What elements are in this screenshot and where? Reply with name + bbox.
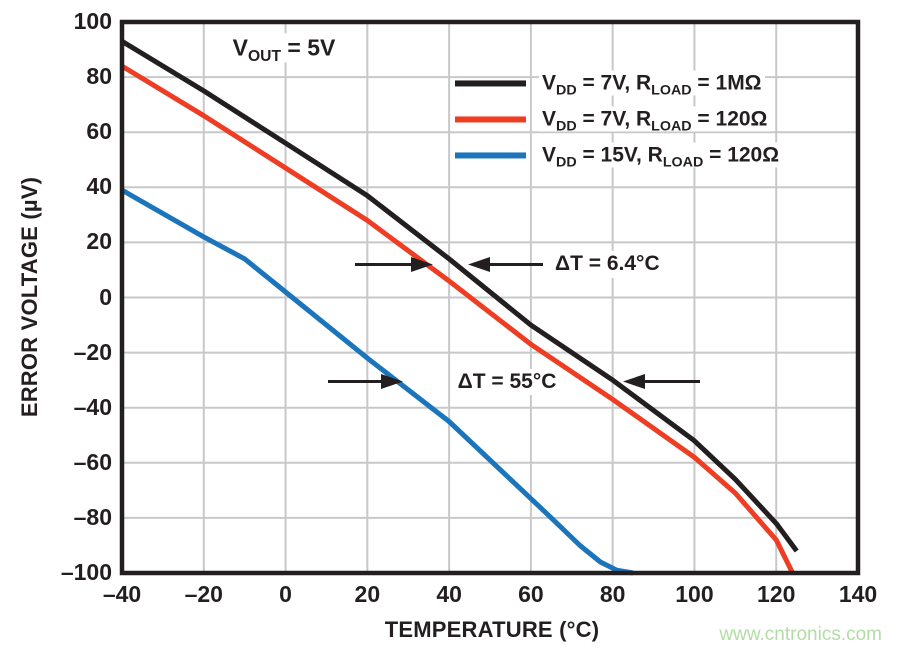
legend-swatch-vdd-7v-rload-1mohm: [455, 80, 526, 86]
y-axis-title: ERROR VOLTAGE (µV): [17, 176, 42, 418]
legend-label-vdd-15v-rload-120ohm: VDD = 15V, RLOAD = 120Ω: [539, 142, 783, 170]
annotation-arrowhead: [381, 374, 403, 390]
y-tick-label-–60: –60: [73, 448, 112, 475]
legend-swatch-vdd-7v-rload-120ohm: [455, 116, 526, 122]
x-tick-label-80: 80: [599, 581, 626, 607]
x-tick-label-140: 140: [838, 581, 878, 607]
watermark-text: www.cntronics.com: [719, 624, 882, 645]
y-tick-label-40: 40: [86, 173, 112, 200]
condition-note: VOUT = 5V: [222, 33, 346, 64]
annotation-arrowhead: [468, 256, 490, 272]
y-tick-label-20: 20: [86, 228, 112, 255]
legend-row-vdd-15v-rload-120ohm: VDD = 15V, RLOAD = 120Ω: [455, 142, 783, 170]
y-tick-label-–80: –80: [73, 503, 112, 530]
y-tick-label-–100: –100: [60, 558, 112, 585]
curve-vdd-15v-rload-120ohm: [120, 187, 634, 576]
annotation-label-delta-t-6-4: ΔT = 6.4°C: [551, 251, 664, 278]
annotation-arrowhead: [623, 374, 645, 390]
x-tick-label-60: 60: [518, 581, 544, 607]
x-tick-label-–20: –20: [184, 581, 223, 607]
x-tick-label-120: 120: [757, 581, 796, 607]
y-tick-label-100: 100: [73, 7, 112, 34]
curve-vdd-7v-rload-120ohm: [120, 63, 795, 575]
legend-row-vdd-7v-rload-1mohm: VDD = 7V, RLOAD = 1MΩ: [455, 70, 765, 98]
y-tick-label-60: 60: [86, 118, 112, 145]
x-tick-label-0: 0: [279, 581, 292, 607]
x-tick-label-–40: –40: [102, 581, 142, 607]
legend-row-vdd-7v-rload-120ohm: VDD = 7V, RLOAD = 120Ω: [455, 106, 771, 134]
annotation-label-delta-t-55: ΔT = 55°C: [453, 368, 561, 395]
x-tick-label-40: 40: [436, 581, 462, 607]
curve-vdd-7v-rload-1mohm: [120, 39, 799, 553]
x-axis-title: TEMPERATURE (°C): [384, 617, 600, 642]
y-tick-label-0: 0: [99, 283, 112, 310]
plot-frame: [119, 19, 861, 576]
legend-swatch-vdd-15v-rload-120ohm: [455, 152, 526, 158]
y-tick-label-–40: –40: [73, 393, 112, 420]
x-tick-label-20: 20: [354, 581, 381, 607]
annotation-arrowhead: [411, 256, 433, 272]
y-tick-label-–20: –20: [73, 338, 112, 365]
y-tick-label-80: 80: [86, 63, 112, 90]
legend-label-vdd-7v-rload-1mohm: VDD = 7V, RLOAD = 1MΩ: [539, 70, 765, 98]
legend-label-vdd-7v-rload-120ohm: VDD = 7V, RLOAD = 120Ω: [539, 106, 771, 134]
x-tick-label-100: 100: [675, 581, 714, 607]
